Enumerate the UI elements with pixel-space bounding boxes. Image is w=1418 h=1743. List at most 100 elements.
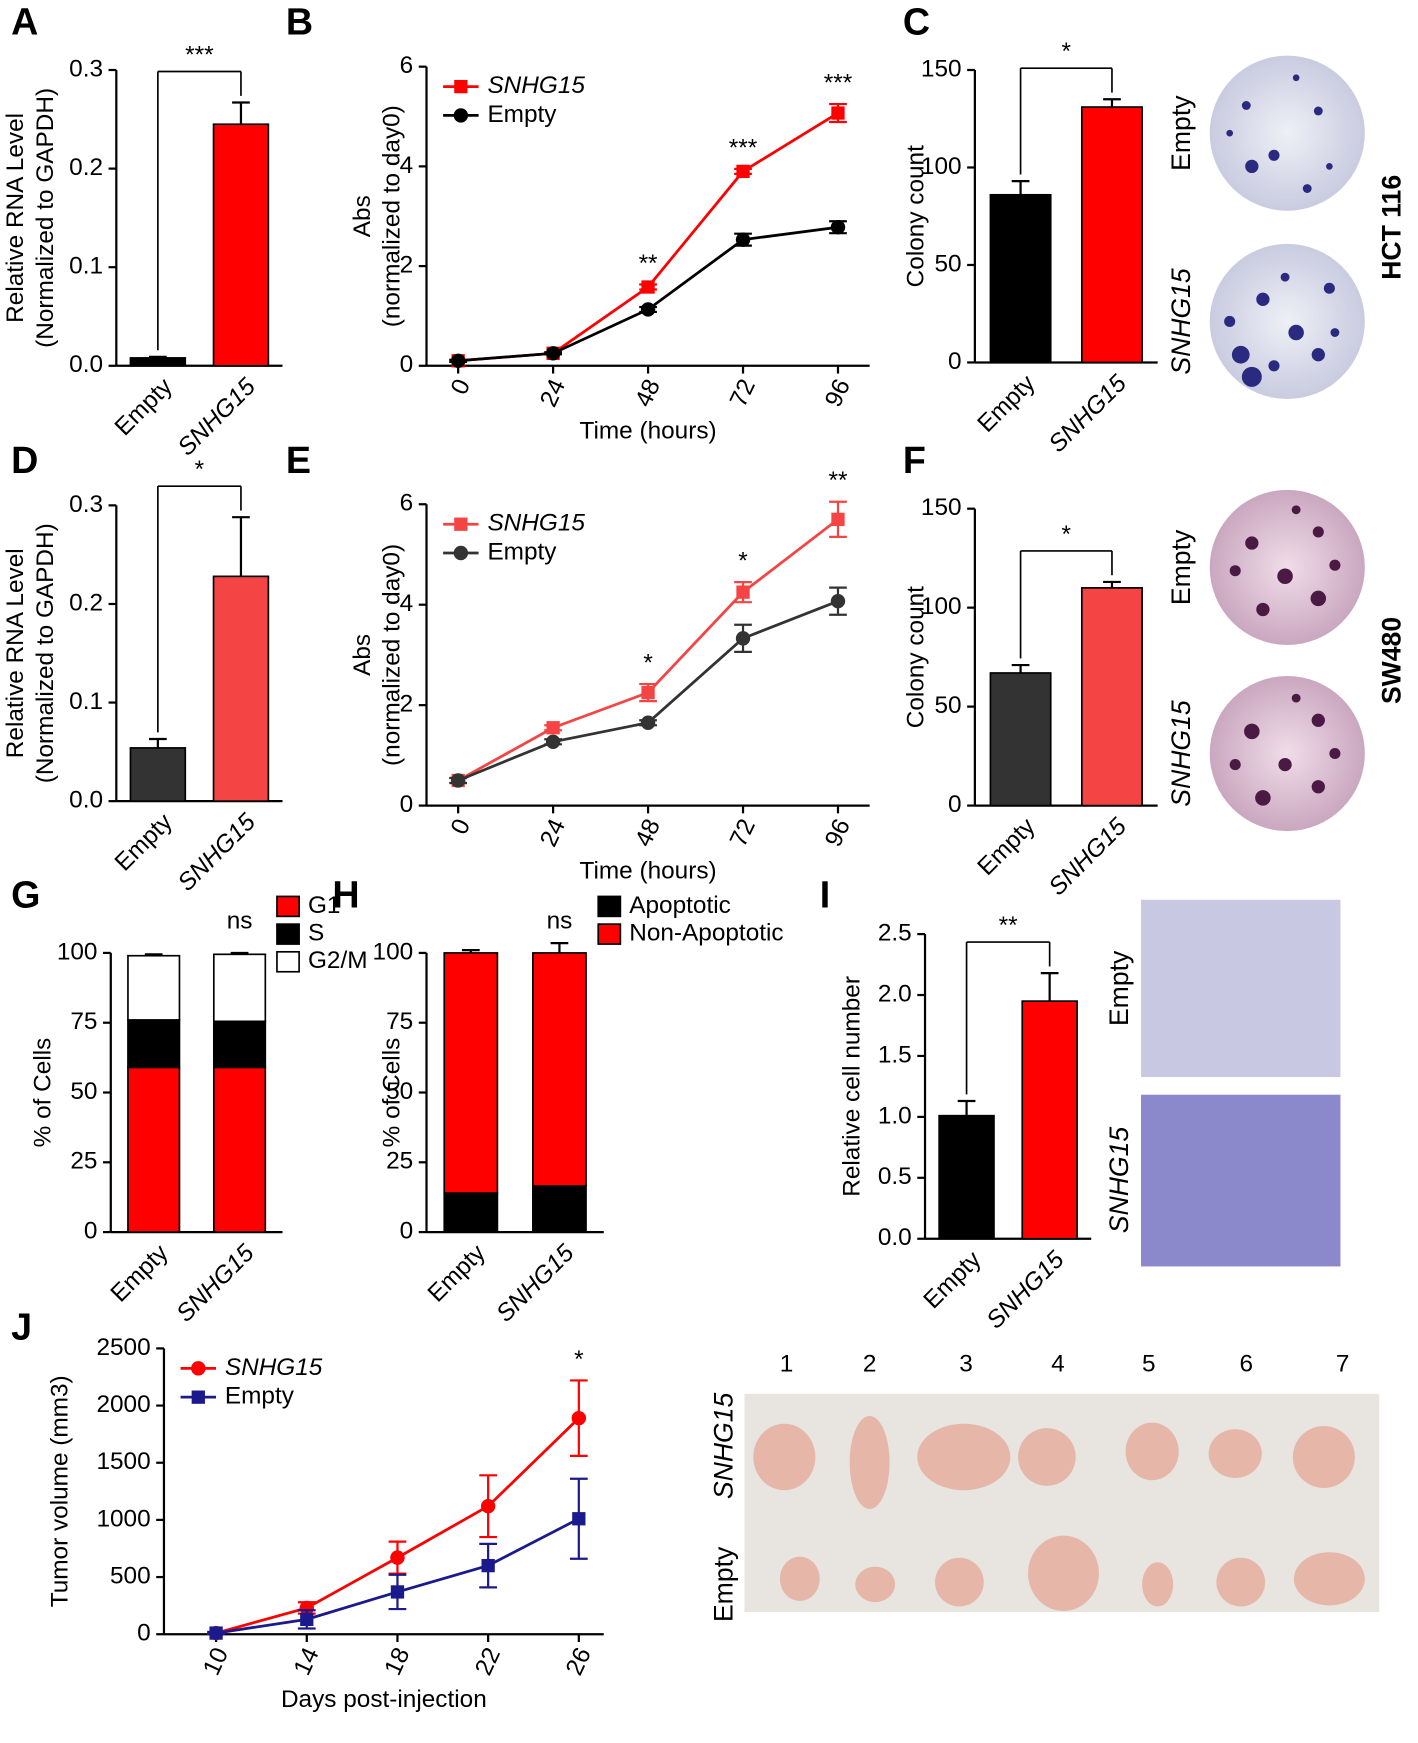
x-tick-label: 22 (470, 1644, 506, 1680)
panel-label: D (11, 439, 38, 481)
y-tick-label: 25 (70, 1148, 97, 1175)
y-axis-label: Relative RNA Level (2, 113, 29, 323)
x-axis-label: Days post-injection (281, 1686, 487, 1713)
bar (129, 747, 187, 802)
x-axis-label: Time (hours) (579, 418, 716, 445)
legend-swatch (597, 895, 622, 918)
bar (989, 672, 1052, 807)
marker (191, 1390, 205, 1404)
y-tick-label: 0.3 (69, 491, 103, 518)
y-axis-label: Tumor volume (mm3) (46, 1375, 73, 1607)
y-tick-label: 2000 (96, 1391, 150, 1418)
y-tick-label: 100 (921, 153, 962, 180)
y-tick-label: 50 (386, 1078, 413, 1105)
annotation: * (574, 1346, 584, 1373)
legend-label: G2/M (308, 947, 368, 974)
marker (736, 585, 750, 599)
x-tick-label: 96 (820, 375, 856, 411)
micrograph (1141, 1094, 1341, 1267)
y-tick-label: 0.3 (69, 55, 103, 82)
y-tick-label: 4 (400, 590, 414, 617)
y-tick-label: 4 (400, 152, 414, 179)
panel-label: C (903, 1, 930, 43)
x-tick-label: Empty (423, 1239, 491, 1307)
x-tick-label: 48 (630, 815, 666, 851)
x-tick-label: SNHG15 (491, 1239, 579, 1327)
column-label: 2 (863, 1350, 877, 1377)
bar (212, 575, 270, 802)
annotation: * (643, 650, 653, 677)
legend-label: Empty (487, 101, 557, 128)
colony-images-sw480: Empty SNHG15 SW480 (1166, 489, 1407, 832)
y-axis-label: Colony count (903, 145, 930, 287)
y-axis-label: Abs (349, 195, 376, 237)
x-tick-label: 72 (725, 815, 761, 851)
image-label: SNHG15 (1104, 1127, 1134, 1234)
bar (1080, 587, 1143, 807)
significance: * (1062, 521, 1072, 548)
y-tick-label: 25 (386, 1148, 413, 1175)
marker (454, 517, 468, 531)
panel-label: B (286, 1, 313, 43)
image-label: SNHG15 (1166, 268, 1196, 375)
y-tick-label: 100 (921, 593, 962, 620)
x-tick-label: Empty (110, 373, 178, 441)
x-tick-label: SNHG15 (982, 1246, 1070, 1334)
significance: *** (185, 41, 214, 68)
transwell-images: Empty SNHG15 (1104, 899, 1341, 1267)
marker (481, 1558, 495, 1573)
x-tick-label: Empty (973, 369, 1041, 437)
marker (830, 219, 846, 235)
marker (191, 1361, 206, 1376)
y-tick-label: 0 (137, 1620, 151, 1647)
marker (830, 593, 846, 609)
bar-segment (127, 954, 181, 1021)
chart-D: D Relative RNA Level (Normalized to GAPDH)… (2, 439, 283, 897)
column-label: 4 (1051, 1350, 1065, 1377)
marker (300, 1612, 314, 1627)
chart-A: A Relative RNA Level (Normalized to GAPDH)… (2, 1, 283, 461)
x-tick-label: SNHG15 (173, 808, 261, 896)
y-tick-label: 50 (934, 692, 961, 719)
marker (545, 346, 561, 361)
tumors (753, 1415, 1365, 1611)
bar-segment (212, 953, 267, 1023)
chart-H: H % of Cells 0 25 50 75 100 ns ApoptoticNon-Apop… (332, 873, 783, 1327)
legend-label: Empty (225, 1383, 295, 1410)
annotation: ** (639, 250, 658, 277)
y-tick-label: 1500 (96, 1448, 150, 1475)
marker (641, 685, 655, 700)
panel-label: F (903, 439, 926, 481)
annotation: ** (828, 467, 847, 494)
x-tick-label: Empty (110, 808, 178, 876)
x-tick-label: SNHG15 (171, 1239, 259, 1327)
y-tick-label: 0.1 (69, 688, 103, 715)
y-tick-label: 0.0 (69, 787, 103, 814)
y-tick-label: 6 (400, 490, 414, 517)
chart-I: I Relative cell number 0.0 0.5 1.0 1.5 2.0 2.5 *… (820, 873, 1092, 1334)
row-label: SNHG15 (709, 1393, 739, 1500)
y-tick-label: 500 (110, 1563, 151, 1590)
y-tick-label: 0 (400, 791, 414, 818)
significance: * (1062, 38, 1072, 65)
y-axis-label: (Normalized to GAPDH) (32, 88, 59, 348)
plate (1209, 675, 1365, 832)
annotation: * (738, 548, 748, 575)
x-tick-label: Empty (919, 1246, 987, 1314)
y-tick-label: 0 (948, 348, 962, 375)
y-tick-label: 0 (400, 351, 414, 378)
panel-label: E (286, 439, 311, 481)
x-tick-label: 10 (198, 1644, 234, 1680)
bar-segment (443, 1192, 499, 1233)
y-tick-label: 0.0 (69, 351, 103, 378)
chart-C: C Colony count 0 50 100 150 * Empty SNHG15 (903, 1, 1158, 458)
y-tick-label: 0.2 (69, 589, 103, 616)
x-tick-label: 0 (446, 375, 476, 399)
micrograph (1141, 899, 1341, 1077)
legend-label: G1 (308, 892, 341, 919)
legend-swatch (597, 923, 622, 945)
row-label: Empty (709, 1546, 739, 1622)
